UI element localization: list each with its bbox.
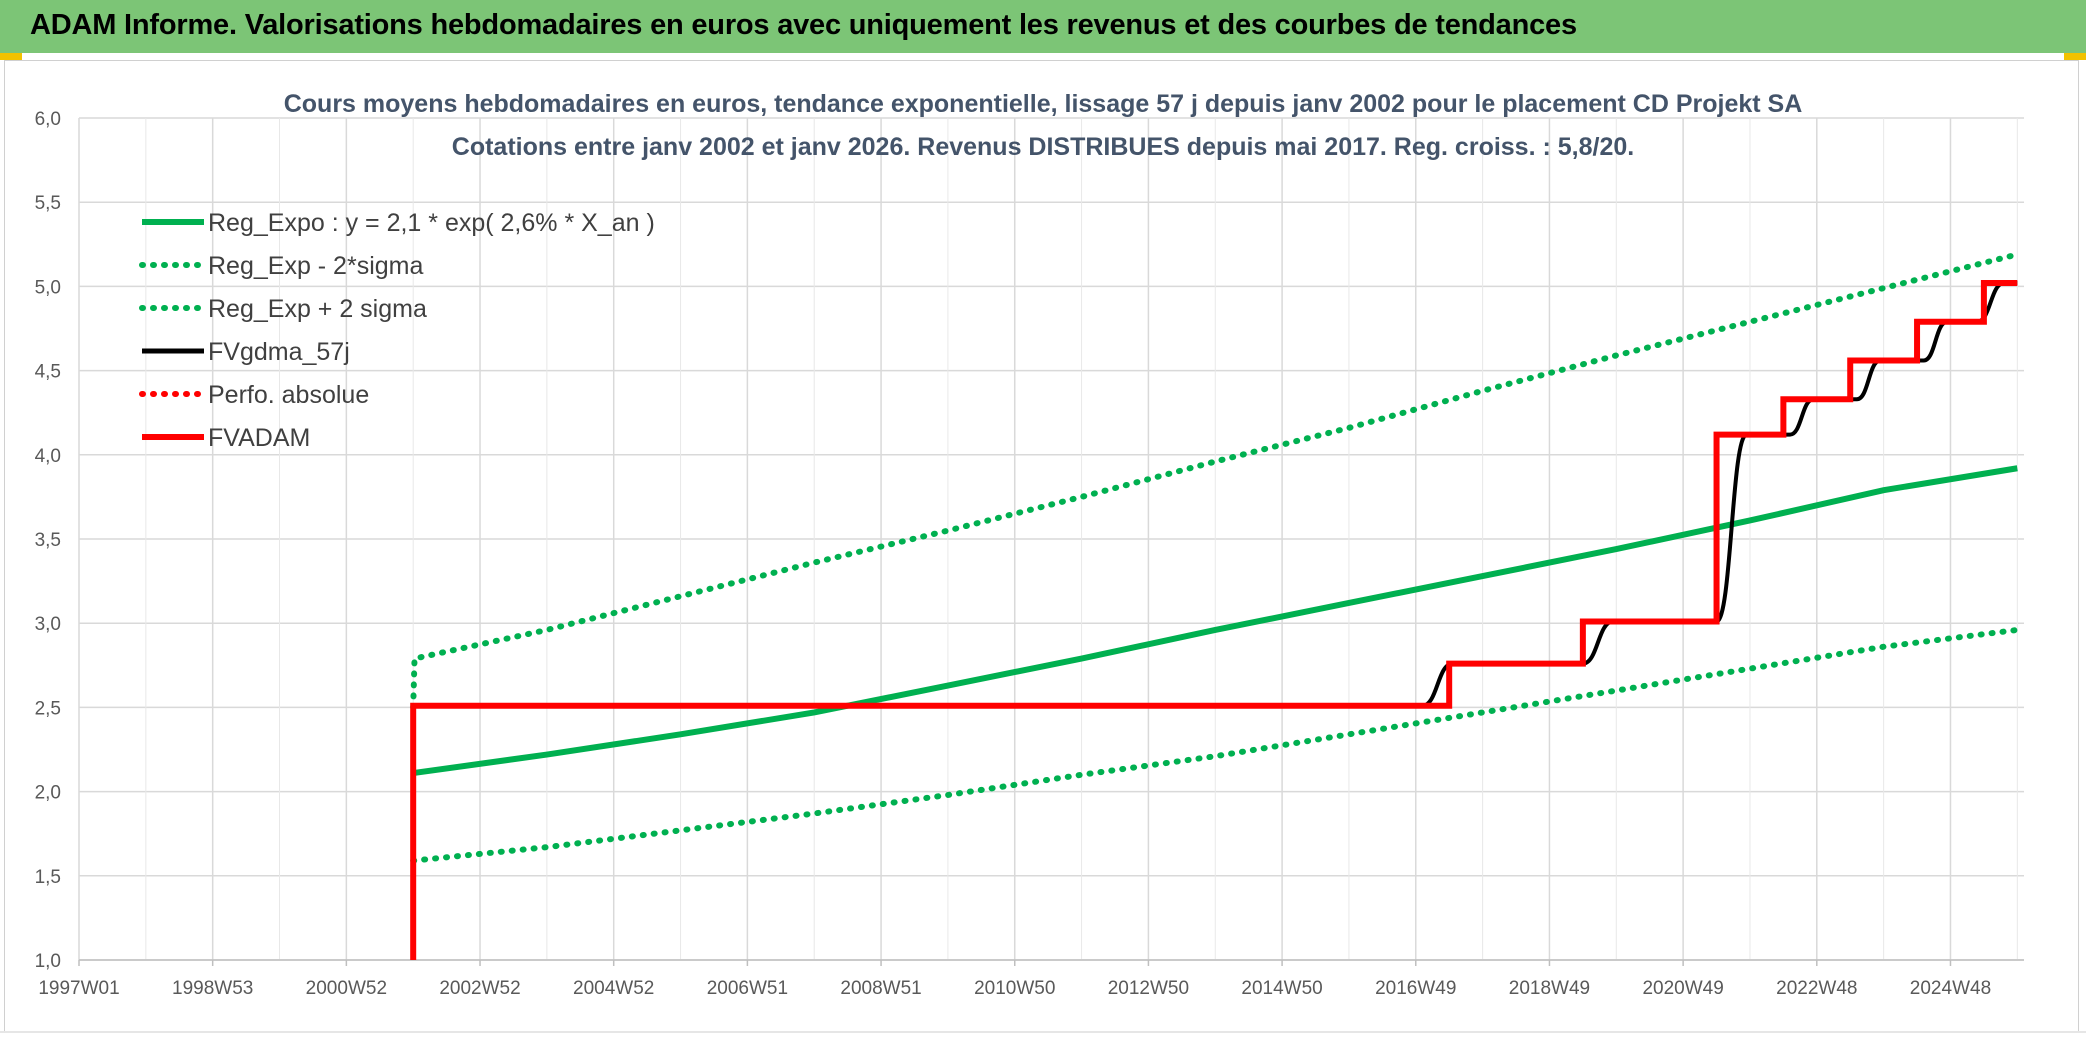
x-tick-label: 2008W51 [840, 978, 921, 999]
legend-label: Reg_Exp + 2 sigma [208, 295, 427, 323]
legend-label: Reg_Expo : y = 2,1 * exp( 2,6% * X_an ) [208, 209, 655, 237]
y-tick-label: 1,0 [35, 951, 61, 972]
y-tick-label: 3,5 [35, 530, 61, 551]
y-tick-label: 6,0 [35, 109, 61, 130]
y-tick-label: 2,0 [35, 783, 61, 804]
legend-label: FVADAM [208, 424, 310, 452]
x-tick-label: 2022W48 [1776, 978, 1857, 999]
chart-title-line2: Cotations entre janv 2002 et janv 2026. … [452, 133, 1634, 161]
y-tick-label: 4,5 [35, 362, 61, 383]
legend: Reg_Expo : y = 2,1 * exp( 2,6% * X_an ) R… [139, 209, 655, 452]
legend-label: Perfo. absolue [208, 381, 369, 409]
corner-mark-right [2064, 53, 2086, 60]
x-tick-label: 2004W52 [573, 978, 654, 999]
y-tick-label: 4,0 [35, 446, 61, 467]
y-tick-label: 1,5 [35, 867, 61, 888]
series-line-5 [410, 280, 2018, 960]
series-line-0 [412, 465, 2018, 777]
chart-title-line1: Cours moyens hebdomadaires en euros, ten… [284, 90, 1803, 118]
bottom-border [0, 1031, 2086, 1037]
series-line-2 [410, 251, 2021, 711]
legend-label: Reg_Exp - 2*sigma [208, 252, 423, 280]
chart-frame [4, 60, 2079, 1032]
series [410, 251, 2021, 960]
x-tick-label: 2020W49 [1642, 978, 1723, 999]
x-tick-label: 2012W50 [1108, 978, 1189, 999]
x-tick-label: 1997W01 [38, 978, 119, 999]
axes: 1,0 1,5 2,0 2,5 3,0 3,5 4,0 4,5 5,0 5,5 6,0 1997W01… [35, 109, 2024, 999]
x-tick-label: 2024W48 [1910, 978, 1991, 999]
x-tick-label: 2018W49 [1509, 978, 1590, 999]
header-title: ADAM Informe. Valorisations hebdomadaire… [30, 9, 1577, 41]
series-line-1 [410, 626, 2021, 864]
y-tick-label: 3,0 [35, 614, 61, 635]
x-tick-label: 2006W51 [707, 978, 788, 999]
x-tick-label: 2000W52 [306, 978, 387, 999]
x-tick-label: 2016W49 [1375, 978, 1456, 999]
y-tick-label: 5,5 [35, 193, 61, 214]
x-tick-label: 2014W50 [1241, 978, 1322, 999]
x-tick-label: 2010W50 [974, 978, 1055, 999]
x-tick-label: 2002W52 [439, 978, 520, 999]
header-bar: ADAM Informe. Valorisations hebdomadaire… [0, 0, 2086, 53]
x-tick-label: 1998W53 [172, 978, 253, 999]
legend-label: FVgdma_57j [208, 338, 350, 366]
corner-mark-left [0, 53, 22, 60]
y-tick-label: 5,0 [35, 277, 61, 298]
y-tick-label: 2,5 [35, 698, 61, 719]
